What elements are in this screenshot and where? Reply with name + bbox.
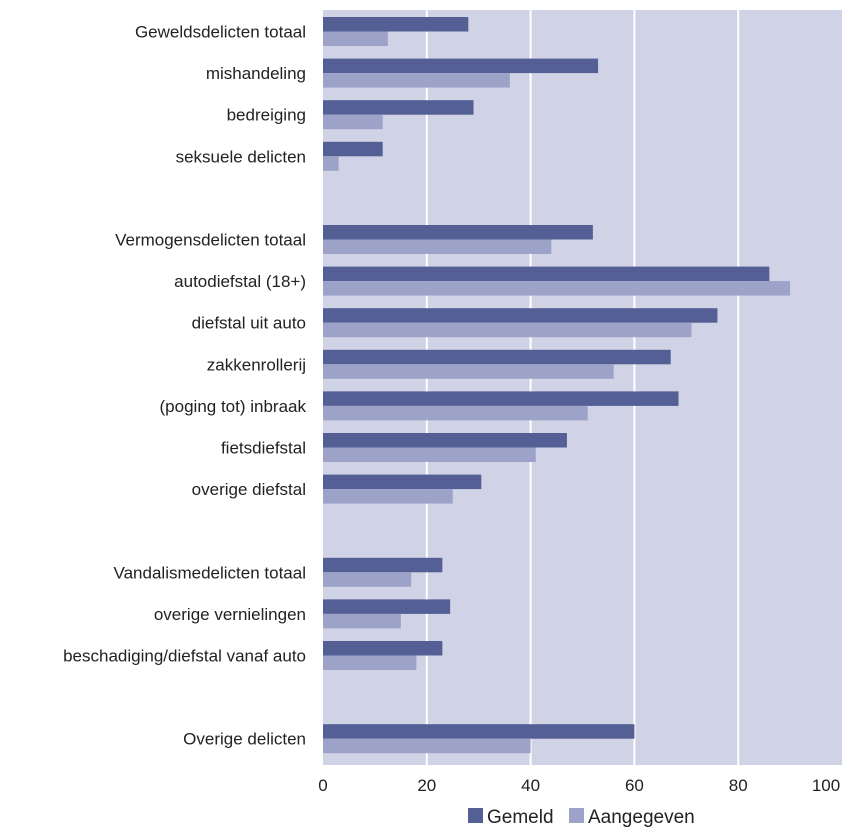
bar-aangegeven [323, 447, 536, 462]
bar-gemeld [323, 17, 469, 32]
x-axis-tick-labels: 0 20 40 60 80 100 [318, 776, 840, 795]
x-tick-label: 100 [812, 776, 840, 795]
category-label: bedreiging [227, 106, 306, 125]
bar-aangegeven [323, 655, 417, 670]
bar-aangegeven [323, 156, 339, 171]
category-label: seksuele delicten [176, 147, 306, 166]
bar-aangegeven [323, 322, 692, 338]
bar-gemeld [323, 141, 383, 157]
gridlines [425, 10, 740, 765]
legend-swatch [468, 808, 483, 823]
bar-gemeld [323, 557, 443, 573]
bar-gemeld [323, 100, 474, 115]
x-tick-label: 80 [729, 776, 748, 795]
bar-aangegeven [323, 239, 552, 254]
legend[interactable]: Gemeld Aangegeven [468, 807, 695, 827]
bar-gemeld [323, 474, 482, 490]
bar-aangegeven [323, 572, 412, 587]
category-label: Vermogensdelicten totaal [115, 231, 306, 250]
category-label: overige diefstal [192, 480, 306, 499]
x-tick-label: 40 [521, 776, 540, 795]
bar-aangegeven [323, 114, 383, 130]
bar-gemeld [323, 58, 599, 74]
category-label: diefstal uit auto [192, 314, 306, 333]
category-label: autodiefstal (18+) [174, 272, 306, 291]
x-tick-label: 20 [417, 776, 436, 795]
bar-aangegeven [323, 405, 588, 421]
legend-label: Aangegeven [588, 807, 695, 827]
bar-gemeld [323, 433, 567, 448]
bar-gemeld [323, 391, 679, 406]
x-tick-label: 60 [625, 776, 644, 795]
x-tick-label: 0 [318, 776, 327, 795]
bar-aangegeven [323, 31, 388, 46]
bar-gemeld [323, 225, 593, 240]
category-label: Geweldsdelicten totaal [135, 23, 306, 42]
category-labels: Geweldsdelicten totaal mishandeling bedrei… [63, 23, 306, 749]
bar-aangegeven [323, 73, 510, 88]
category-label: fietsdiefstal [221, 439, 306, 458]
bar-gemeld [323, 641, 443, 656]
plot-background [323, 10, 842, 765]
bar-aangegeven [323, 738, 531, 754]
category-label: zakkenrollerij [207, 355, 306, 374]
bar-aangegeven [323, 281, 791, 296]
category-label: mishandeling [206, 64, 306, 83]
bar-aangegeven [323, 613, 401, 629]
category-label: beschadiging/diefstal vanaf auto [63, 647, 306, 666]
bars [323, 17, 791, 754]
bar-gemeld [323, 349, 671, 365]
legend-swatch [569, 808, 584, 823]
bar-gemeld [323, 308, 718, 323]
bar-gemeld [323, 266, 770, 282]
category-label: Vandalismedelicten totaal [114, 563, 306, 582]
legend-item-aangegeven[interactable]: Aangegeven [569, 807, 695, 827]
bar-gemeld [323, 599, 451, 614]
category-label: (poging tot) inbraak [160, 397, 307, 416]
legend-item-gemeld[interactable]: Gemeld [468, 807, 554, 827]
legend-label: Gemeld [487, 807, 554, 827]
category-label: overige vernielingen [154, 605, 306, 624]
bar-gemeld [323, 724, 635, 739]
category-label: Overige delicten [183, 730, 306, 749]
bar-aangegeven [323, 364, 614, 379]
bar-aangegeven [323, 489, 453, 504]
